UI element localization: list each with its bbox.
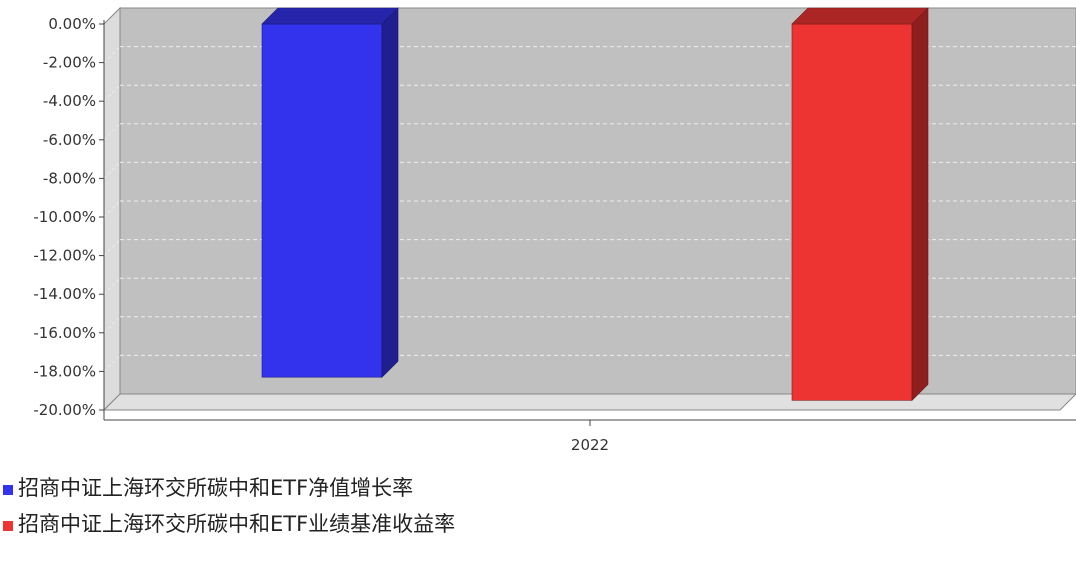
- gridline-side: [103, 316, 121, 334]
- bar-top: [791, 7, 929, 25]
- y-tick-label: 0.00%: [48, 15, 96, 33]
- y-tick-label: -20.00%: [33, 401, 96, 419]
- bar-top: [261, 7, 399, 25]
- legend-swatch-blue: [3, 485, 13, 495]
- gridlines: [103, 46, 1076, 372]
- x-tick-label: 2022: [571, 436, 609, 454]
- y-tick-label: -8.00%: [43, 169, 96, 187]
- axes: 0.00% -2.00% -4.00% -6.00% -8.00% -10.00% -12.…: [33, 15, 1076, 454]
- gridline-side: [103, 239, 121, 256]
- bar: [261, 7, 399, 378]
- y-tick-label: -2.00%: [43, 54, 96, 72]
- y-tick-label: -12.00%: [33, 247, 96, 265]
- gridline-side: [103, 277, 121, 295]
- plot-floor: [102, 393, 1076, 411]
- legend: 招商中证上海环交所碳中和ETF净值增长率 招商中证上海环交所碳中和ETF业绩基准…: [0, 470, 1076, 542]
- legend-label: 招商中证上海环交所碳中和ETF净值增长率: [18, 476, 414, 500]
- legend-item-benchmark-return: 招商中证上海环交所碳中和ETF业绩基准收益率: [0, 506, 1076, 542]
- gridline-side: [103, 355, 121, 372]
- y-tick-label: -18.00%: [33, 362, 96, 380]
- gridline-side: [103, 46, 121, 63]
- plot-area: [102, 6, 1076, 412]
- gridline-side: [103, 162, 121, 179]
- bars: [261, 7, 929, 402]
- y-tick-label: -10.00%: [33, 208, 96, 226]
- bar: [791, 7, 929, 402]
- y-tick-label: -16.00%: [33, 324, 96, 342]
- gridline-side: [103, 200, 121, 218]
- legend-swatch-red: [3, 521, 13, 531]
- legend-label: 招商中证上海环交所碳中和ETF业绩基准收益率: [18, 512, 456, 536]
- y-tick-label: -6.00%: [43, 131, 96, 149]
- y-tick-label: -14.00%: [33, 285, 96, 303]
- bar-side: [381, 7, 399, 378]
- bar-side: [911, 7, 929, 402]
- bar-chart: 0.00% -2.00% -4.00% -6.00% -8.00% -10.00% -12.…: [33, 6, 1076, 454]
- gridline-side: [103, 84, 121, 102]
- bar-front: [791, 23, 913, 401]
- gridline-side: [103, 123, 121, 141]
- legend-item-nav-growth: 招商中证上海环交所碳中和ETF净值增长率: [0, 470, 1076, 506]
- bar-front: [261, 23, 383, 378]
- y-tick-label: -4.00%: [43, 92, 96, 110]
- plot-side-wall: [103, 6, 121, 412]
